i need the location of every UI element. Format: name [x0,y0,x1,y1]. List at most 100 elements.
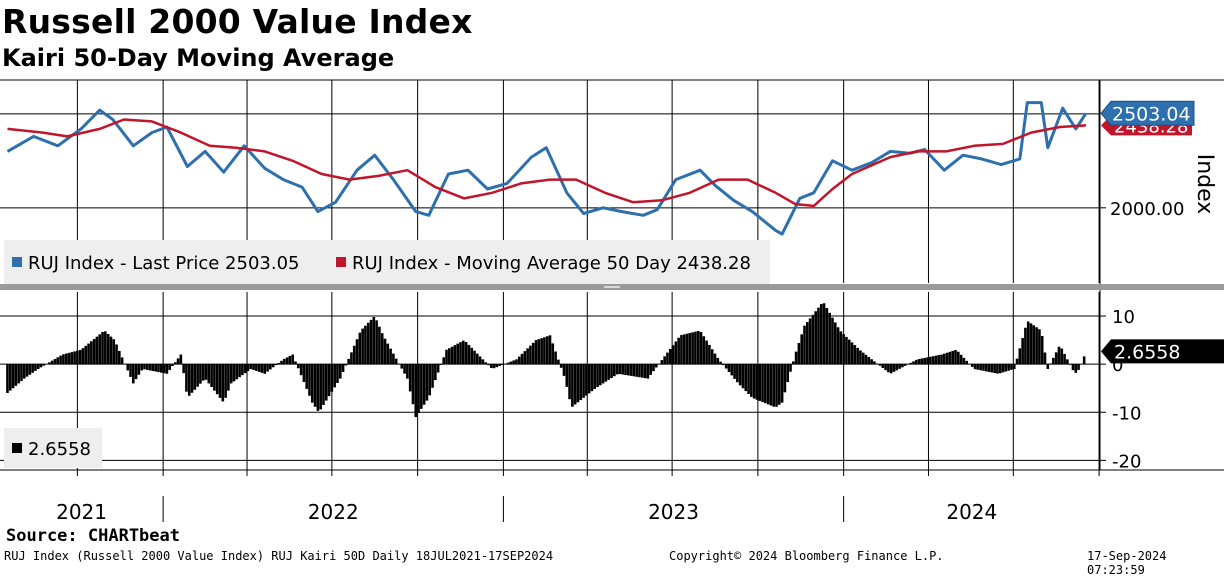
kairi-bar [84,346,87,364]
kairi-bar [823,303,826,364]
kairi-bar [297,364,300,368]
kairi-bar [744,364,747,391]
kairi-bar [599,364,602,385]
kairi-bar [347,359,350,364]
kairi-bar [300,364,303,375]
kairi-bar [946,353,949,364]
kairi-bar [778,364,781,405]
kairi-bar [68,353,71,364]
kairi-bar [342,364,345,372]
last-price-line [8,103,1087,235]
kairi-bar [951,351,954,364]
kairi-bar [356,339,359,364]
kairi-bar [107,334,110,364]
kairi-bar [524,351,527,364]
kairi-bar [753,364,756,398]
kairi-bar [48,362,51,364]
year-label: 2021 [56,500,107,524]
kairi-bar [171,364,174,366]
kairi-bar [868,357,871,364]
kairi-bar [543,337,546,364]
kairi-bar [521,354,524,364]
kairi-bar [538,339,541,364]
kairi-bar [722,364,725,365]
kairi-bar [43,364,46,365]
kairi-bar [943,354,946,365]
kairi-bar [482,359,485,364]
kairi-bar [177,358,180,364]
legend-label-ma: RUJ Index - Moving Average 50 Day 2438.2… [352,253,751,274]
kairi-bar [350,352,353,364]
kairi-bar [700,332,703,364]
kairi-bar [767,364,770,404]
kairi-bar [208,364,211,383]
kairi-bar [848,340,851,365]
kairi-bar [1016,359,1019,364]
kairi-bar [954,350,957,364]
kairi-bar [135,364,138,379]
kairi-bar [758,364,761,401]
kairi-bar [73,351,76,364]
kairi-bar [610,364,613,378]
kairi-bar [697,331,700,364]
kairi-bar [982,364,985,371]
kairi-bar [484,362,487,364]
kairi-bar [331,364,334,392]
kairi-bar [289,356,292,364]
kairi-bar [1013,364,1016,369]
panel-divider-grip [604,286,620,288]
year-label: 2022 [308,500,359,524]
kairi-bar [901,364,904,367]
kairi-bar [420,364,423,409]
kairi-bar [90,341,93,364]
kairi-bar [359,333,362,364]
kairi-bar [935,356,938,365]
kairi-bar [233,364,236,381]
kairi-bar [730,364,733,375]
kairi-bar [526,348,529,364]
kairi-bar [733,364,736,379]
kairi-bar [689,333,692,364]
kairi-bar [470,348,473,364]
kairi-bar [859,350,862,364]
kairi-bar [258,364,261,372]
kairi-bar [314,364,317,407]
kairi-bar [283,359,286,364]
kairi-bar [112,339,115,364]
kairi-bar [554,352,557,365]
kairi-bar [884,364,887,370]
kairi-bar [560,364,563,368]
kairi-bar [672,345,675,364]
kairi-bar [132,364,135,383]
kairi-bar [826,308,829,364]
kairi-bar [1007,364,1010,371]
kairi-bar [465,342,468,364]
kairi-bar [568,364,571,399]
kairi-bar [739,364,742,385]
kairi-bar [1072,364,1075,370]
legend-swatch-kairi [12,443,22,453]
kairi-bar [582,364,585,398]
kairi-bar [1055,352,1058,364]
kairi-bar [305,364,308,389]
kairi-bar [286,357,289,364]
kairi-bar [479,356,482,364]
kairi-bar [1035,327,1038,364]
kairi-bar [1046,364,1049,369]
kairi-bar [9,364,12,390]
kairi-bar [87,344,90,365]
kairi-bar [412,364,415,404]
kairi-bar [336,364,339,383]
kairi-bar [781,364,784,402]
kairi-bar [275,364,278,365]
kairi-bar [770,364,773,405]
kairi-bar [1060,349,1063,365]
kairi-bar [756,364,759,400]
kairi-bar [459,342,462,364]
kairi-bar [977,364,980,370]
kairi-bar [647,364,650,378]
kairi-bar [1024,328,1027,364]
kairi-bar [389,349,392,365]
kairi-bar [118,351,121,364]
kairi-bar [263,364,266,374]
